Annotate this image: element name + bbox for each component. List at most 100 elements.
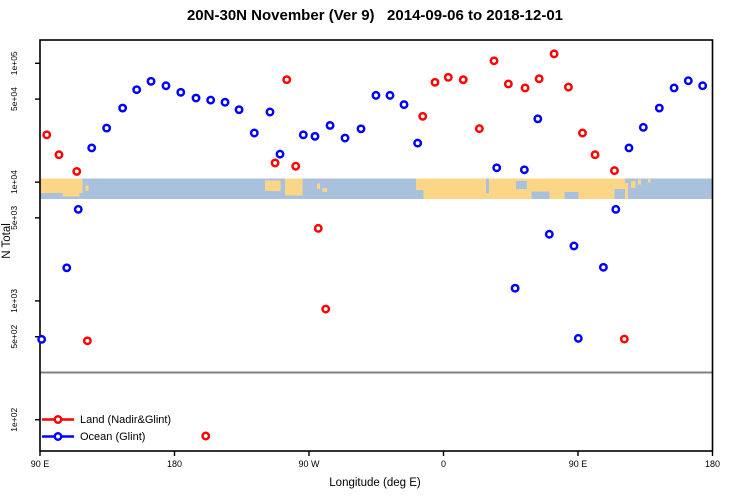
map-band-ocean-patch bbox=[625, 178, 629, 184]
data-point-land bbox=[578, 128, 587, 138]
data-point-ocean bbox=[310, 131, 320, 141]
map-band-land-patch bbox=[317, 183, 321, 189]
map-band-ocean-patch bbox=[531, 191, 550, 200]
data-point-ocean bbox=[206, 95, 216, 105]
data-point-ocean bbox=[654, 103, 664, 113]
data-point-ocean bbox=[249, 128, 259, 138]
data-point-ocean bbox=[234, 105, 244, 115]
data-point-ocean bbox=[371, 90, 381, 100]
data-point-land bbox=[563, 82, 573, 92]
map-band-land-patch bbox=[40, 178, 83, 193]
x-tick-label: 90 E bbox=[31, 459, 50, 469]
data-point-ocean bbox=[413, 138, 423, 148]
data-point-land bbox=[82, 336, 92, 346]
y-tick-label: 1e+04 bbox=[9, 170, 19, 194]
data-point-land bbox=[503, 79, 513, 89]
x-axis-title: Longitude (deg E) bbox=[329, 477, 421, 489]
y-tick-label: 1e+03 bbox=[9, 289, 19, 313]
data-point-ocean bbox=[683, 76, 693, 86]
data-point-land bbox=[418, 111, 428, 121]
data-point-land bbox=[590, 150, 600, 160]
data-point-land bbox=[520, 83, 530, 93]
data-point-land bbox=[313, 223, 323, 233]
data-point-ocean bbox=[598, 262, 608, 272]
map-band-land-patch bbox=[637, 179, 641, 185]
map-band-land-patch bbox=[322, 187, 327, 192]
data-point-land bbox=[443, 72, 453, 82]
data-point-ocean bbox=[611, 204, 621, 214]
x-tick-label: 180 bbox=[705, 459, 720, 469]
data-point-ocean bbox=[340, 133, 350, 143]
map-band-land-patch bbox=[264, 180, 281, 191]
legend-label-ocean: Ocean (Glint) bbox=[80, 430, 146, 443]
data-point-ocean bbox=[161, 81, 171, 91]
map-band-land-patch bbox=[285, 178, 303, 196]
data-point-ocean bbox=[118, 103, 128, 113]
data-point-land bbox=[549, 49, 559, 59]
legend-marker-ocean-icon bbox=[42, 432, 74, 441]
data-point-ocean bbox=[510, 283, 520, 293]
data-point-ocean bbox=[146, 76, 156, 86]
data-point-ocean bbox=[356, 124, 366, 134]
legend-circle bbox=[53, 432, 63, 441]
data-point-land bbox=[430, 77, 440, 87]
y-tick-label: 1e+05 bbox=[9, 51, 19, 75]
data-point-land bbox=[534, 74, 544, 84]
map-band-land-patch bbox=[62, 192, 80, 197]
data-point-ocean bbox=[62, 263, 72, 273]
legend-entry-land: Land (Nadir&Glint) bbox=[41, 412, 171, 427]
x-tick-label: 180 bbox=[167, 459, 182, 469]
map-band-ocean-patch bbox=[415, 189, 424, 200]
data-point-land bbox=[610, 166, 619, 176]
data-point-ocean bbox=[492, 163, 502, 173]
data-point-ocean bbox=[176, 87, 186, 97]
data-point-land bbox=[54, 150, 64, 160]
map-band-ocean-patch bbox=[485, 178, 490, 194]
data-point-ocean bbox=[624, 143, 634, 153]
data-point-ocean bbox=[385, 90, 395, 100]
data-point-ocean bbox=[265, 107, 275, 117]
data-point-ocean bbox=[73, 204, 83, 214]
map-band-land-patch bbox=[631, 181, 636, 188]
x-tick-label: 90 E bbox=[569, 459, 588, 469]
data-point-land bbox=[474, 124, 484, 134]
data-point-ocean bbox=[638, 122, 648, 132]
map-band-land-patch bbox=[85, 185, 89, 191]
map-band-ocean-patch bbox=[614, 189, 626, 200]
data-point-ocean bbox=[220, 97, 230, 107]
map-band-ocean-patch bbox=[515, 181, 528, 189]
y-tick-label: 5e+03 bbox=[9, 206, 19, 230]
data-point-ocean bbox=[399, 100, 409, 110]
data-point-ocean bbox=[132, 85, 142, 95]
data-point-ocean bbox=[669, 83, 679, 93]
chart-title: 20N-30N November (Ver 9) 2014-09-06 to 2… bbox=[186, 7, 564, 24]
map-band-land-patch bbox=[648, 179, 651, 183]
data-point-land bbox=[489, 56, 499, 66]
data-point-land bbox=[72, 166, 82, 176]
data-point-ocean bbox=[37, 334, 47, 344]
data-point-ocean bbox=[533, 114, 543, 124]
y-tick-label: 1e+02 bbox=[9, 408, 19, 432]
data-point-ocean bbox=[698, 81, 708, 91]
data-point-ocean bbox=[573, 333, 583, 343]
data-point-land bbox=[619, 334, 629, 344]
data-point-ocean bbox=[191, 93, 201, 103]
x-tick-label: 90 W bbox=[298, 459, 320, 469]
data-point-ocean bbox=[325, 120, 335, 130]
data-point-ocean bbox=[102, 123, 112, 133]
data-point-land bbox=[321, 304, 331, 314]
legend-entry-ocean: Ocean (Glint) bbox=[41, 429, 145, 444]
data-point-ocean bbox=[569, 241, 579, 251]
y-tick-label: 5e+04 bbox=[9, 87, 19, 111]
data-point-land bbox=[270, 158, 280, 168]
data-point-ocean bbox=[544, 229, 554, 239]
data-point-ocean bbox=[275, 149, 285, 159]
legend-label-land: Land (Nadir&Glint) bbox=[80, 413, 172, 426]
map-band-ocean-patch bbox=[564, 192, 579, 200]
y-tick-label: 5e+02 bbox=[9, 324, 19, 348]
data-point-ocean bbox=[298, 130, 308, 140]
data-point-land bbox=[42, 130, 52, 140]
legend-marker-land-icon bbox=[42, 415, 74, 424]
